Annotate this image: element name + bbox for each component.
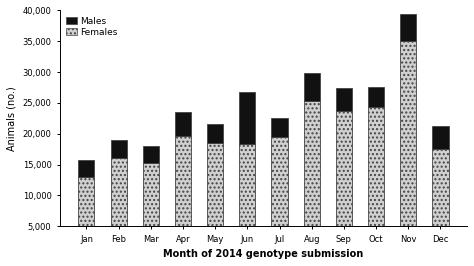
Bar	[110, 140, 127, 158]
Y-axis label: Animals (no.): Animals (no.)	[7, 86, 17, 151]
Bar	[272, 137, 288, 226]
Bar	[272, 118, 288, 137]
Bar	[78, 177, 94, 226]
Bar	[78, 160, 94, 177]
Bar	[432, 126, 448, 149]
Bar	[368, 107, 384, 226]
X-axis label: Month of 2014 genotype submission: Month of 2014 genotype submission	[164, 249, 364, 259]
Bar	[239, 144, 255, 226]
Bar	[432, 149, 448, 226]
Bar	[304, 73, 320, 101]
Bar	[304, 101, 320, 226]
Bar	[336, 111, 352, 226]
Bar	[143, 146, 159, 163]
Bar	[207, 143, 223, 226]
Legend: Males, Females: Males, Females	[64, 15, 120, 38]
Bar	[336, 88, 352, 111]
Bar	[207, 124, 223, 143]
Bar	[400, 41, 416, 226]
Bar	[239, 92, 255, 144]
Bar	[175, 136, 191, 226]
Bar	[143, 163, 159, 226]
Bar	[400, 14, 416, 41]
Bar	[368, 88, 384, 107]
Bar	[110, 158, 127, 226]
Bar	[175, 112, 191, 136]
